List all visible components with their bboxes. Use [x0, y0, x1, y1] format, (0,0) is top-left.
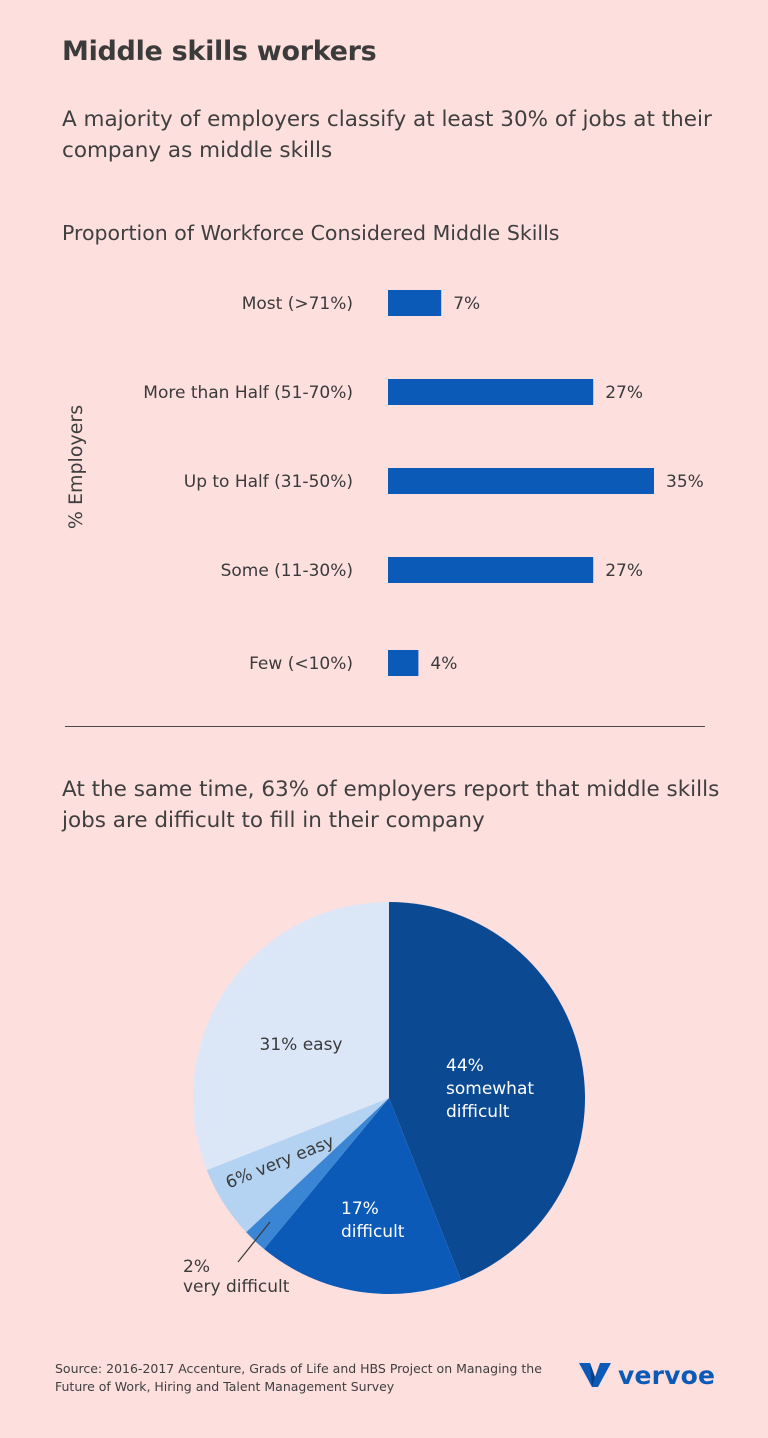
pie-slice-somewhat-difficult	[389, 902, 586, 1281]
bar	[388, 290, 442, 316]
pie-label-line: 17%	[341, 1199, 379, 1219]
pie-label-line: somewhat	[446, 1079, 534, 1099]
bar	[388, 650, 419, 676]
pie-slice-very-easy	[206, 1098, 389, 1233]
pie-label-line: difficult	[446, 1102, 510, 1122]
bar-value-label: 27%	[605, 383, 643, 403]
bar-chart: Most (>71%) 7% More than Half (51-70%) 27% U…	[143, 290, 704, 676]
vervoe-logo-icon	[579, 1363, 611, 1387]
vervoe-logo-text: vervoe	[618, 1360, 716, 1390]
bar-value-label: 27%	[605, 561, 643, 581]
source-note: Source: 2016-2017 Accenture, Grads of Li…	[55, 1361, 542, 1394]
bar-category-label: Up to Half (31-50%)	[184, 472, 353, 492]
pie-label-difficult: 17% difficult	[341, 1199, 405, 1242]
pie-chart: 44% somewhat difficult 17% difficult 2% very d…	[183, 902, 586, 1297]
pie-label-line: very difficult	[183, 1277, 290, 1297]
bar	[388, 557, 594, 583]
pie-slice-easy	[192, 902, 389, 1171]
pie-chart-subtitle: At the same time, 63% of employers repor…	[62, 777, 720, 833]
vervoe-logo: vervoe	[578, 1360, 715, 1390]
bar-category-label: Most (>71%)	[242, 294, 353, 314]
pie-slice-difficult	[264, 1098, 462, 1294]
bar-category-label: Some (11-30%)	[221, 561, 353, 581]
bar-category-label: Few (<10%)	[249, 654, 353, 674]
pie-label-line: 44%	[446, 1056, 484, 1076]
bar-chart-title: Proportion of Workforce Considered Middl…	[62, 221, 560, 245]
pie-label-somewhat-difficult: 44% somewhat difficult	[446, 1056, 534, 1122]
bar-value-label: 4%	[430, 654, 457, 674]
pie-label-line: difficult	[341, 1222, 405, 1242]
pie-label-leader-line	[237, 1221, 271, 1263]
bar-value-label: 35%	[666, 472, 704, 492]
pie-label-very-difficult: 2% very difficult	[183, 1257, 290, 1297]
section-divider	[65, 726, 705, 727]
bar-category-label: More than Half (51-70%)	[143, 383, 353, 403]
pie-label-line: 2%	[183, 1257, 210, 1277]
pie-label-easy: 31% easy	[260, 1035, 343, 1055]
bar	[388, 379, 594, 405]
page-title: Middle skills workers	[62, 36, 377, 67]
pie-slice-very-difficult	[246, 1098, 389, 1250]
bar-value-label: 7%	[453, 294, 480, 314]
bar	[388, 468, 654, 494]
bar-chart-subtitle: A majority of employers classify at leas…	[62, 107, 712, 163]
pie-label-line: 31% easy	[260, 1035, 343, 1055]
